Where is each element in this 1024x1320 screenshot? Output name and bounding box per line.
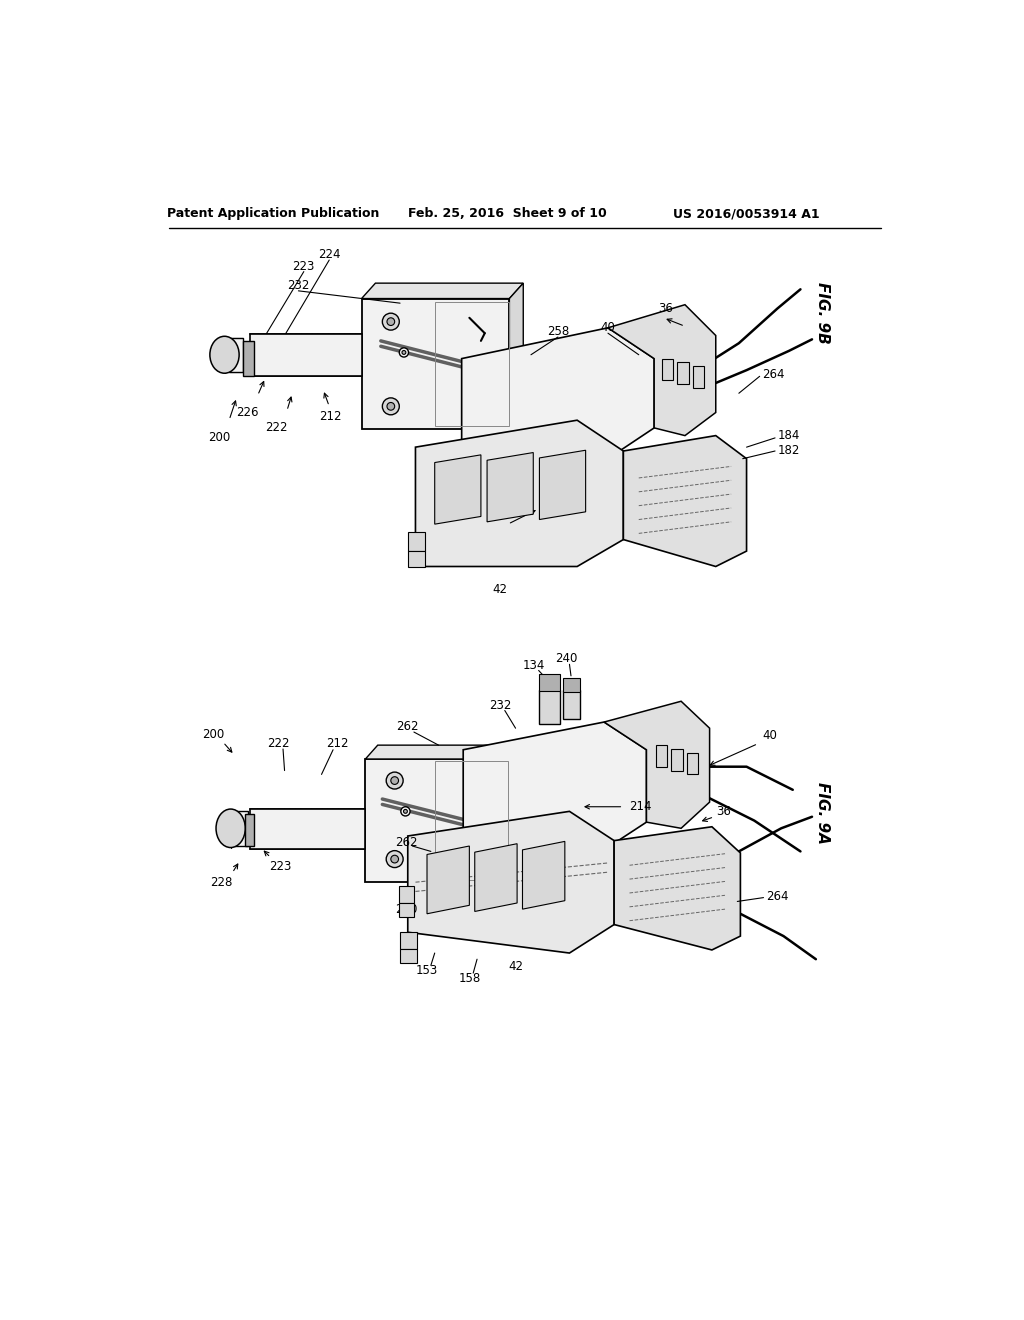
- Bar: [435, 762, 508, 880]
- Text: 42: 42: [508, 961, 523, 973]
- Bar: [250, 809, 366, 849]
- Text: 36: 36: [716, 805, 731, 818]
- Polygon shape: [366, 744, 520, 759]
- Text: 232: 232: [489, 698, 511, 711]
- Ellipse shape: [391, 776, 398, 784]
- Polygon shape: [614, 826, 740, 950]
- Ellipse shape: [386, 772, 403, 789]
- Ellipse shape: [382, 397, 399, 414]
- Text: 214: 214: [630, 800, 652, 813]
- Ellipse shape: [391, 855, 398, 863]
- Text: 264: 264: [762, 367, 784, 380]
- Bar: [245, 813, 254, 846]
- Bar: [398, 886, 414, 903]
- Text: 40: 40: [600, 321, 615, 334]
- Bar: [243, 341, 254, 376]
- Text: 40: 40: [762, 730, 777, 742]
- Bar: [361, 298, 509, 429]
- Text: 200: 200: [208, 430, 230, 444]
- Text: FIG. 9B: FIG. 9B: [814, 281, 829, 343]
- Text: 264: 264: [766, 890, 788, 903]
- Bar: [692, 367, 705, 388]
- Polygon shape: [509, 284, 523, 429]
- Bar: [398, 903, 414, 917]
- Polygon shape: [416, 420, 624, 566]
- Bar: [539, 689, 560, 725]
- Text: 226: 226: [237, 407, 259, 418]
- Polygon shape: [522, 841, 565, 909]
- Bar: [655, 744, 668, 767]
- Ellipse shape: [210, 337, 240, 374]
- Polygon shape: [508, 744, 520, 882]
- Text: 223: 223: [293, 260, 315, 273]
- Bar: [686, 752, 698, 775]
- Text: 222: 222: [267, 737, 290, 750]
- Text: 153: 153: [416, 964, 438, 977]
- Text: Patent Application Publication: Patent Application Publication: [167, 207, 379, 220]
- Text: 260: 260: [395, 903, 418, 916]
- Ellipse shape: [402, 351, 406, 354]
- Polygon shape: [361, 284, 523, 298]
- Polygon shape: [475, 843, 517, 911]
- Polygon shape: [408, 812, 614, 953]
- Text: 262: 262: [395, 836, 418, 849]
- Ellipse shape: [400, 807, 410, 816]
- Bar: [677, 363, 689, 384]
- Polygon shape: [540, 450, 586, 520]
- Ellipse shape: [386, 850, 403, 867]
- Bar: [563, 678, 581, 692]
- Text: 36: 36: [658, 302, 673, 315]
- Text: FIG. 9A: FIG. 9A: [814, 781, 829, 843]
- Text: 42: 42: [493, 583, 508, 597]
- Ellipse shape: [403, 809, 408, 813]
- Bar: [539, 675, 560, 692]
- Bar: [236, 810, 248, 846]
- Text: 232: 232: [288, 279, 309, 292]
- Text: 200: 200: [203, 727, 225, 741]
- Ellipse shape: [399, 348, 409, 358]
- Bar: [563, 689, 581, 719]
- Bar: [250, 334, 361, 376]
- Text: 134: 134: [523, 659, 545, 672]
- Text: 182: 182: [777, 445, 800, 458]
- Text: 262: 262: [396, 721, 419, 733]
- Bar: [229, 338, 243, 372]
- Bar: [400, 949, 417, 964]
- Bar: [400, 932, 417, 949]
- Text: 224: 224: [318, 248, 340, 261]
- Bar: [408, 552, 425, 566]
- Polygon shape: [463, 722, 646, 850]
- Bar: [435, 302, 509, 425]
- Text: 258: 258: [547, 325, 569, 338]
- Polygon shape: [604, 701, 710, 829]
- Text: 223: 223: [269, 861, 292, 874]
- Bar: [366, 759, 508, 882]
- Text: 212: 212: [326, 737, 348, 750]
- Polygon shape: [624, 436, 746, 566]
- Text: Feb. 25, 2016  Sheet 9 of 10: Feb. 25, 2016 Sheet 9 of 10: [409, 207, 607, 220]
- Text: US 2016/0053914 A1: US 2016/0053914 A1: [673, 207, 820, 220]
- Text: 212: 212: [319, 409, 342, 422]
- Ellipse shape: [216, 809, 246, 847]
- Ellipse shape: [382, 313, 399, 330]
- Polygon shape: [608, 305, 716, 436]
- Bar: [662, 359, 674, 380]
- Bar: [671, 748, 683, 771]
- Text: 222: 222: [265, 421, 288, 434]
- Ellipse shape: [387, 318, 394, 326]
- Polygon shape: [435, 455, 481, 524]
- Ellipse shape: [387, 403, 394, 411]
- Text: 228: 228: [210, 875, 232, 888]
- Text: 158: 158: [458, 972, 480, 985]
- Text: 240: 240: [555, 652, 578, 665]
- Polygon shape: [427, 846, 469, 913]
- Polygon shape: [462, 327, 654, 459]
- Text: 184: 184: [777, 429, 800, 442]
- Polygon shape: [487, 453, 534, 521]
- Bar: [408, 532, 425, 552]
